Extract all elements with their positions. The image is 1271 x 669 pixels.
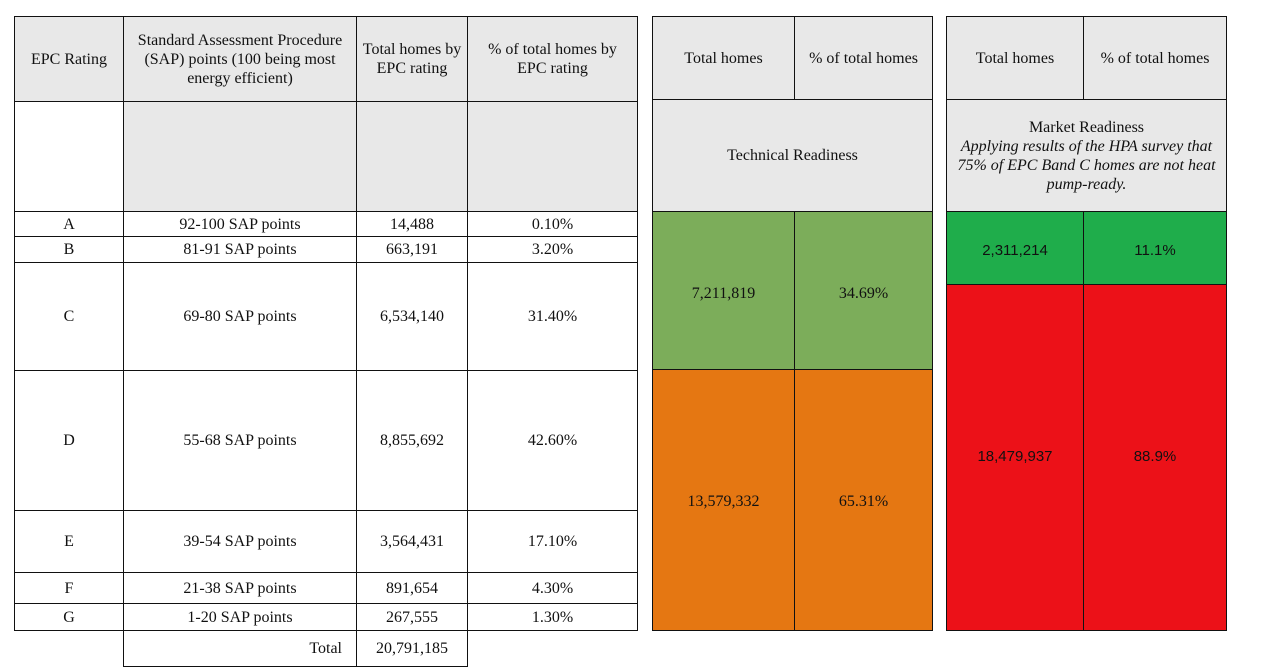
blank-cell <box>356 101 468 212</box>
rating-cell: A <box>14 211 124 237</box>
blank-cell <box>123 101 357 212</box>
homes-cell: 663,191 <box>356 236 468 263</box>
market-header-pct-homes: % of total homes <box>1083 16 1227 100</box>
pct-cell: 17.10% <box>467 510 638 573</box>
market-readiness-title: Market Readiness <box>1028 118 1145 136</box>
pct-cell: 1.30% <box>467 603 638 631</box>
sap-cell: 21-38 SAP points <box>123 572 357 604</box>
market-not-ready-pct: 88.9% <box>1083 284 1227 631</box>
tech-not-ready-homes: 13,579,332 <box>652 369 795 631</box>
homes-cell: 6,534,140 <box>356 262 468 371</box>
market-not-ready-homes: 18,479,937 <box>946 284 1084 631</box>
sap-cell: 55-68 SAP points <box>123 370 357 511</box>
blank-cell <box>14 101 124 212</box>
pct-cell: 42.60% <box>467 370 638 511</box>
tech-ready-homes: 7,211,819 <box>652 211 795 370</box>
technical-readiness-title: Technical Readiness <box>652 99 933 212</box>
pct-cell: 31.40% <box>467 262 638 371</box>
header-total-homes: Total homes by EPC rating <box>356 16 468 102</box>
homes-cell: 267,555 <box>356 603 468 631</box>
market-ready-homes: 2,311,214 <box>946 211 1084 285</box>
market-readiness-subtitle: Applying results of the HPA survey that … <box>957 137 1216 193</box>
homes-cell: 8,855,692 <box>356 370 468 511</box>
sap-cell: 81-91 SAP points <box>123 236 357 263</box>
rating-cell: G <box>14 603 124 631</box>
blank-cell <box>467 101 638 212</box>
rating-cell: F <box>14 572 124 604</box>
homes-cell: 891,654 <box>356 572 468 604</box>
total-value: 20,791,185 <box>356 630 468 667</box>
total-label: Total <box>123 630 357 667</box>
sap-cell: 39-54 SAP points <box>123 510 357 573</box>
sap-cell: 1-20 SAP points <box>123 603 357 631</box>
header-pct-homes: % of total homes by EPC rating <box>467 16 638 102</box>
market-header-total-homes: Total homes <box>946 16 1084 100</box>
header-sap-points: Standard Assessment Procedure (SAP) poin… <box>123 16 357 102</box>
tech-ready-pct: 34.69% <box>794 211 933 370</box>
rating-cell: B <box>14 236 124 263</box>
sap-cell: 92-100 SAP points <box>123 211 357 237</box>
tech-header-total-homes: Total homes <box>652 16 795 100</box>
market-ready-pct: 11.1% <box>1083 211 1227 285</box>
pct-cell: 3.20% <box>467 236 638 263</box>
pct-cell: 0.10% <box>467 211 638 237</box>
header-epc-rating: EPC Rating <box>14 16 124 102</box>
homes-cell: 14,488 <box>356 211 468 237</box>
pct-cell: 4.30% <box>467 572 638 604</box>
rating-cell: D <box>14 370 124 511</box>
tech-not-ready-pct: 65.31% <box>794 369 933 631</box>
market-readiness-title-cell: Market Readiness Applying results of the… <box>946 99 1227 212</box>
rating-cell: C <box>14 262 124 371</box>
rating-cell: E <box>14 510 124 573</box>
sap-cell: 69-80 SAP points <box>123 262 357 371</box>
homes-cell: 3,564,431 <box>356 510 468 573</box>
tech-header-pct-homes: % of total homes <box>794 16 933 100</box>
